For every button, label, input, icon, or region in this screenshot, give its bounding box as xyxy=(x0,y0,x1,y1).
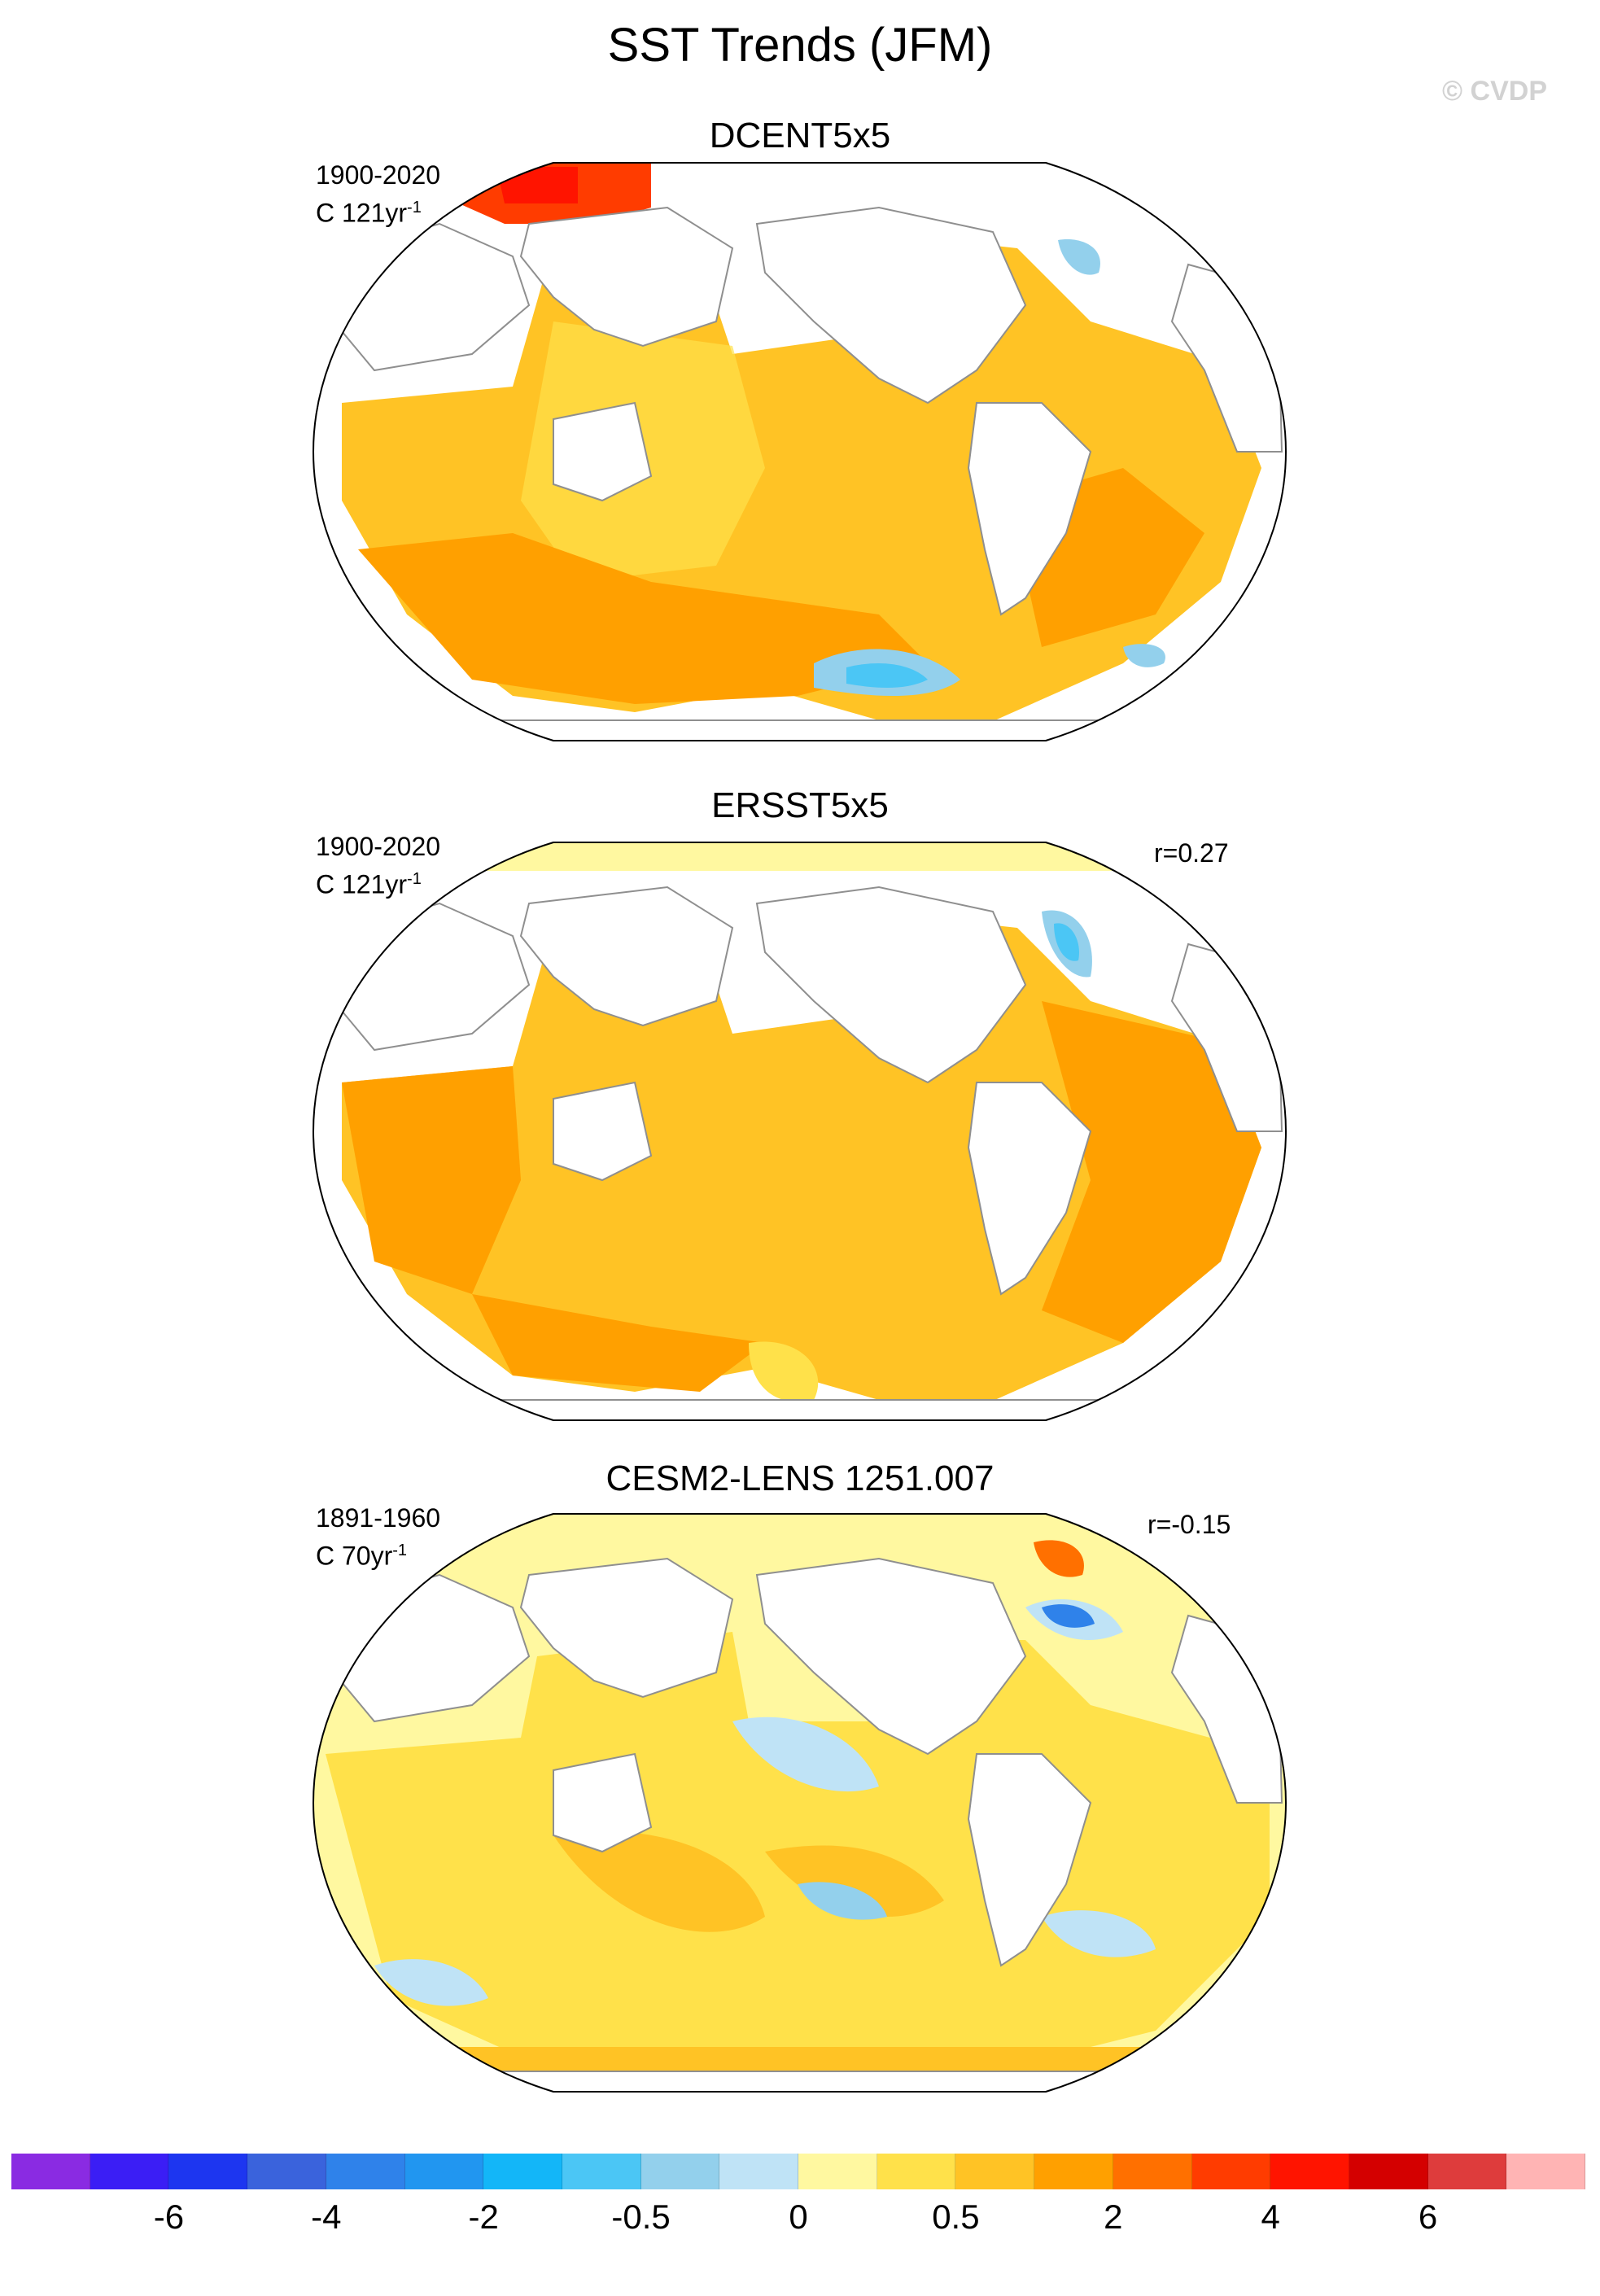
colorbar-label: -2 xyxy=(468,2198,499,2236)
colorbar-box xyxy=(877,2154,956,2189)
colorbar-box xyxy=(1349,2154,1428,2189)
panel-title: DCENT5x5 xyxy=(709,116,891,155)
colorbar-box xyxy=(955,2154,1035,2189)
colorbar-box xyxy=(326,2154,405,2189)
colorbar-label: 4 xyxy=(1261,2198,1280,2236)
panel-title: CESM2-LENS 1251.007 xyxy=(605,1459,995,1498)
period-info: 1891-1960 C 70yr-1 xyxy=(316,1502,440,1572)
panel-title: ERSST5x5 xyxy=(711,785,889,825)
colorbar-box xyxy=(1034,2154,1113,2189)
colorbar-box xyxy=(719,2154,799,2189)
colorbar-label: 2 xyxy=(1104,2198,1123,2236)
colorbar-label: 0.5 xyxy=(932,2198,980,2236)
colorbar-box xyxy=(168,2154,248,2189)
colorbar-box xyxy=(798,2154,877,2189)
colorbar-box xyxy=(1427,2154,1507,2189)
colorbar xyxy=(11,2154,1586,2189)
correlation-label: r=-0.15 xyxy=(1148,1510,1231,1539)
colorbar-box xyxy=(1506,2154,1586,2189)
sst-trend-map xyxy=(312,1513,1287,2093)
colorbar-box xyxy=(90,2154,169,2189)
colorbar-label: -6 xyxy=(153,2198,185,2236)
colorbar-box xyxy=(1113,2154,1192,2189)
correlation-label: r=0.27 xyxy=(1154,838,1229,868)
colorbar-labels: -6 -4 -2 -0.5 0 0.5 2 4 6 xyxy=(11,2198,1585,2246)
units-label: C 121yr-1 xyxy=(316,198,422,228)
units-label: C 121yr-1 xyxy=(316,869,422,899)
colorbar-label: 6 xyxy=(1418,2198,1438,2236)
colorbar-label: -4 xyxy=(311,2198,342,2236)
colorbar-box xyxy=(1270,2154,1349,2189)
period-info: 1900-2020 C 121yr-1 xyxy=(316,159,440,230)
colorbar-box xyxy=(640,2154,720,2189)
colorbar-box xyxy=(483,2154,562,2189)
units-label: C 70yr-1 xyxy=(316,1541,408,1571)
colorbar-label: 0 xyxy=(789,2198,808,2236)
period-label: 1900-2020 xyxy=(316,832,441,861)
colorbar-box xyxy=(1191,2154,1271,2189)
colorbar-box xyxy=(404,2154,484,2189)
colorbar-label: -0.5 xyxy=(611,2198,671,2236)
colorbar-box xyxy=(562,2154,641,2189)
period-info: 1900-2020 C 121yr-1 xyxy=(316,830,440,901)
period-label: 1891-1960 xyxy=(316,1503,441,1533)
colorbar-box xyxy=(11,2154,90,2189)
copyright-mark: © CVDP xyxy=(1442,76,1547,107)
period-label: 1900-2020 xyxy=(316,160,441,190)
sst-trend-map xyxy=(312,162,1287,741)
sst-trend-map xyxy=(312,842,1287,1421)
colorbar-box xyxy=(247,2154,326,2189)
main-title: SST Trends (JFM) xyxy=(607,19,993,72)
